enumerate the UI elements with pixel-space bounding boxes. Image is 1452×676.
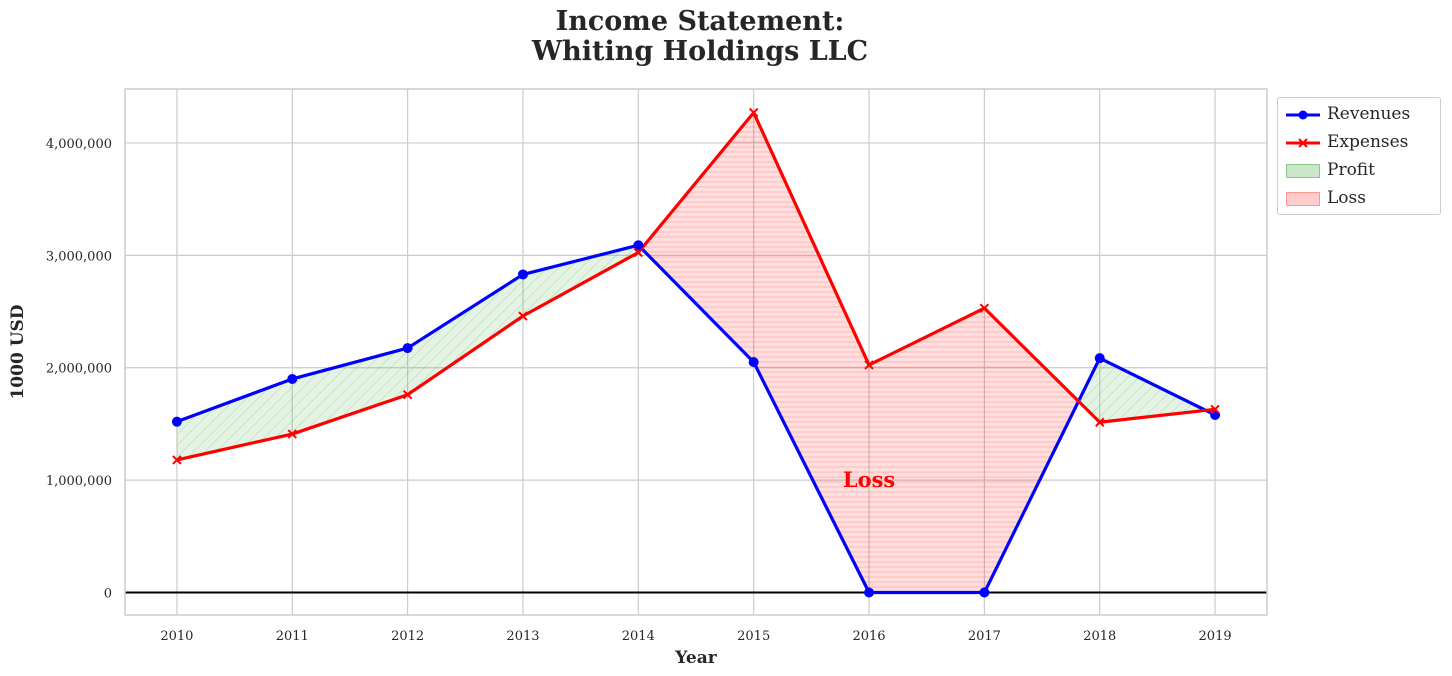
revenues-point [517,269,528,280]
revenues-point [864,587,875,598]
expenses-point [864,360,874,370]
x-tick-label: 2014 [622,629,655,644]
x-tick-label: 2012 [391,629,424,644]
expenses-point [1095,417,1105,427]
legend-expenses-line-icon [1286,138,1320,148]
x-tick-label: 2017 [968,629,1001,644]
plot-area [125,89,1267,615]
revenues-point [1094,353,1105,364]
series-markers [171,107,1221,598]
legend-item-profit: Profit [1278,158,1442,184]
y-tick-label: 2,000,000 [46,362,112,377]
legend-item-loss: Loss [1278,186,1442,212]
expenses-point [287,429,297,439]
expenses-point [402,390,413,400]
legend-label: Expenses [1327,132,1409,152]
legend-revenues-line-icon [1286,110,1320,120]
x-tick-label: 2015 [737,629,770,644]
legend-label: Loss [1327,188,1366,208]
x-tick-label: 2018 [1083,629,1116,644]
revenues-point [287,373,298,384]
y-tick-label: 3,000,000 [46,249,112,264]
x-tick-label: 2013 [506,629,539,644]
y-tick-label: 0 [104,587,112,602]
revenues-line [176,243,1216,595]
loss-hatch [641,112,1079,593]
revenues-point [748,357,759,368]
y-tick-label: 4,000,000 [46,137,112,152]
legend-loss-patch-icon [1286,192,1320,206]
legend-label: Profit [1327,160,1375,180]
revenues-point [402,343,413,354]
expenses-point [1210,404,1220,415]
revenues-point [979,587,990,598]
x-tick-label: 2011 [276,629,309,644]
tick-labels: 2010 2011 2012 2013 2014 2015 2016 2017 2018 2019… [46,137,1232,644]
legend: Revenues Expenses Profit Loss [1277,97,1441,215]
expenses-point [633,247,644,258]
y-tick-label: 1,000,000 [46,474,112,489]
legend-item-revenues: Revenues [1278,102,1442,128]
x-axis-label: Year [674,648,717,668]
loss-annotation: Loss [843,467,895,492]
x-tick-label: 2010 [160,629,193,644]
chart-title-line-1: Income Statement: [555,6,845,37]
legend-label: Revenues [1327,104,1411,124]
revenues-point [633,240,644,251]
chart-title-line-2: Whiting Holdings LLC [531,36,869,67]
legend-item-expenses: Expenses [1278,130,1442,156]
expenses-point [748,107,759,118]
plot-frame [124,88,1268,616]
profit-hatch [1078,358,1206,423]
x-tick-label: 2016 [852,629,885,644]
x-tick-label: 2019 [1199,629,1232,644]
revenues-point [171,416,182,427]
expenses-point [172,455,182,465]
series-lines [176,110,1216,595]
expenses-point [518,311,528,321]
legend-profit-patch-icon [1286,164,1320,178]
expenses-line [176,110,1216,462]
y-axis-label: 1000 USD [8,304,28,399]
expenses-point [979,303,990,313]
